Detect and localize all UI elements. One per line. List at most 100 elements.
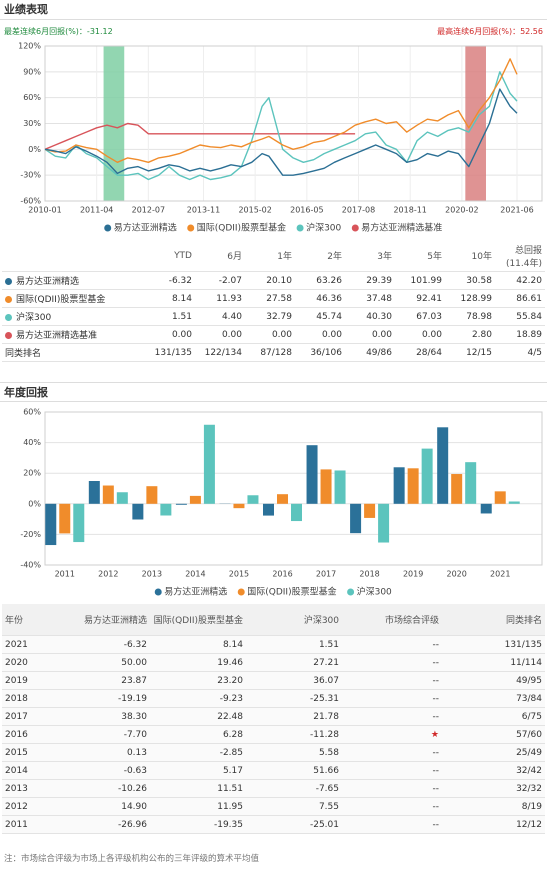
x-tick-label: 2021 (490, 570, 510, 579)
highlight-band (103, 46, 125, 201)
table-row: 2011 -26.96 -19.35 -25.01 -- 12/12 (2, 815, 545, 834)
table-cell: 1.51 (246, 635, 342, 654)
bar (189, 495, 201, 504)
x-tick-label: 2015 (229, 570, 249, 579)
bar (508, 501, 520, 504)
table-cell: 11/114 (442, 653, 545, 672)
x-tick-label: 2014 (185, 570, 205, 579)
table-cell: 30.58 (445, 271, 495, 290)
table-cell: 8.14 (150, 635, 246, 654)
table-cell: -- (342, 815, 442, 834)
y-tick-label: 20% (23, 469, 41, 478)
table-cell: -7.65 (246, 779, 342, 798)
header-cell (2, 240, 145, 272)
table-cell: 2011 (2, 815, 62, 834)
legend-label: 沪深300 (306, 222, 341, 234)
table-row: 2019 23.87 23.20 36.07 -- 49/95 (2, 671, 545, 690)
table-cell: 46.36 (295, 289, 345, 308)
header-cell: 沪深300 (246, 604, 342, 636)
table-cell: 32/32 (442, 779, 545, 798)
x-tick-label: 2021-06 (500, 206, 533, 215)
table-cell: -6.32 (145, 271, 195, 290)
legend-label: 国际(QDII)股票型基金 (197, 222, 286, 234)
table-cell: -- (342, 779, 442, 798)
table-cell: 2012 (2, 797, 62, 816)
y-tick-label: 120% (18, 42, 41, 51)
x-tick-label: 2017 (316, 570, 336, 579)
table-cell: -26.96 (62, 815, 150, 834)
bar (465, 462, 477, 504)
table-cell: 0.00 (195, 325, 245, 344)
table-cell: -6.32 (62, 635, 150, 654)
y-tick-label: 30% (23, 119, 41, 128)
highlight-band (465, 46, 486, 201)
table-row: 2018 -19.19 -9.23 -25.31 -- 73/84 (2, 689, 545, 708)
table-cell: 2013 (2, 779, 62, 798)
x-tick-label: 2016 (272, 570, 292, 579)
table-cell: 45.74 (295, 307, 345, 326)
table-cell: -9.23 (150, 689, 246, 708)
legend-marker (347, 588, 355, 596)
series-line (44, 58, 518, 163)
legend-dot (5, 278, 12, 285)
legend-marker (154, 588, 162, 596)
y-tick-label: 60% (23, 93, 41, 102)
header-row: 年份 易方达亚洲精选 国际(QDII)股票型基金 沪深300 市场综合评级 同类排名 (2, 604, 545, 636)
table-cell: 32.79 (245, 307, 295, 326)
legend-marker (187, 224, 195, 232)
y-tick-label: -30% (20, 171, 41, 180)
table-cell: -- (342, 761, 442, 780)
table-cell: 49/95 (442, 671, 545, 690)
table-row: 2014 -0.63 5.17 51.66 -- 32/42 (2, 761, 545, 780)
table-cell: 0.00 (295, 325, 345, 344)
table-cell: 49/86 (345, 343, 395, 362)
table-cell: 14.90 (62, 797, 150, 816)
table-cell: 4.40 (195, 307, 245, 326)
bar (247, 495, 259, 504)
table-cell: 6/75 (442, 707, 545, 726)
bar (350, 503, 362, 534)
legend-label: 易方达亚洲精选 (164, 586, 227, 598)
header-cell: 易方达亚洲精选 (62, 604, 150, 636)
bar (378, 503, 390, 543)
table-cell: 37.48 (345, 289, 395, 308)
legend-label: 国际(QDII)股票型基金 (247, 586, 336, 598)
table-cell: 8/19 (442, 797, 545, 816)
table-cell: -25.31 (246, 689, 342, 708)
section-title: 年度回报 (0, 382, 547, 402)
x-tick-label: 2013-11 (187, 206, 220, 215)
bar (160, 503, 172, 516)
bar (480, 503, 492, 514)
header-cell: 1年 (245, 240, 295, 272)
table-cell: 22.48 (150, 707, 246, 726)
bar (102, 485, 114, 504)
table-cell: 18.89 (495, 325, 545, 344)
best-return: 最高连续6月回报(%)：52.56 (437, 27, 543, 36)
header-cell: 10年 (445, 240, 495, 272)
x-tick-label: 2018-11 (393, 206, 426, 215)
table-cell: 131/135 (145, 343, 195, 362)
table-cell: 73/84 (442, 689, 545, 708)
table-cell: 63.26 (295, 271, 345, 290)
bar (320, 469, 332, 504)
bar (263, 503, 274, 516)
table-cell: -- (342, 653, 442, 672)
x-tick-label: 2015-02 (238, 206, 271, 215)
bar (277, 494, 288, 504)
footnote: 注：市场综合评级为市场上各评级机构公布的三年评级的算术平均值 (4, 854, 260, 864)
table-cell: -- (342, 797, 442, 816)
table-cell: 5.58 (246, 743, 342, 762)
bar (334, 470, 346, 504)
y-tick-label: 60% (23, 408, 41, 417)
table-row: 沪深300 1.51 4.40 32.79 45.74 40.30 67.03 78.98 55… (2, 307, 545, 326)
table-cell: 131/135 (442, 635, 545, 654)
table-cell: 29.39 (345, 271, 395, 290)
table-cell: 0.00 (395, 325, 445, 344)
table-cell: 36/106 (295, 343, 345, 362)
bar (175, 503, 187, 505)
table-cell: 27.58 (245, 289, 295, 308)
x-tick-label: 2011-04 (80, 206, 113, 215)
table-cell: 12/15 (445, 343, 495, 362)
table-cell: -11.28 (246, 725, 342, 744)
